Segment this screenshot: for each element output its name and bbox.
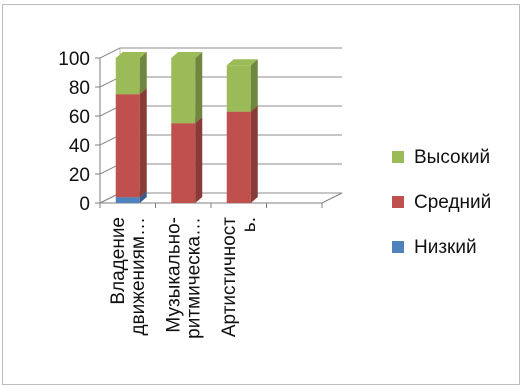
- gridline-100: [99, 47, 342, 59]
- y-tick-label: 60: [69, 107, 90, 128]
- bar-top: [226, 59, 258, 66]
- bar-Средний-2: [226, 105, 258, 203]
- legend-swatch: [392, 196, 404, 208]
- y-tick-label: 100: [58, 49, 90, 70]
- bar-front: [115, 58, 140, 95]
- y-tick-label: 80: [69, 78, 90, 99]
- x-axis-label-2: Артистичност ь.: [219, 217, 260, 337]
- x-axis-label-0: Владение движениям…: [108, 217, 149, 336]
- bar-Средний-1: [171, 117, 203, 203]
- chart-bars: [115, 52, 258, 203]
- bar-front: [171, 123, 196, 203]
- legend-swatch: [392, 241, 404, 253]
- legend-item-Высокий: Высокий: [392, 147, 490, 168]
- bar-front: [115, 94, 140, 198]
- x-axis-label-line: Артистичност: [219, 217, 240, 337]
- bar-side: [139, 88, 147, 198]
- bar-front: [226, 111, 251, 203]
- bar-Высокий-0: [115, 52, 147, 95]
- y-axis-ticks: 0 20 40 60 80 100: [58, 49, 100, 215]
- bar-top: [171, 52, 203, 58]
- legend-item-Средний: Средний: [392, 192, 491, 213]
- bar-side: [195, 117, 203, 203]
- x-axis-label-line: движениям…: [128, 217, 149, 336]
- bar-side: [250, 105, 258, 203]
- bar-front: [115, 197, 140, 203]
- bar-front: [171, 58, 196, 124]
- y-tick-label: 20: [69, 165, 90, 186]
- bar-side: [139, 52, 147, 95]
- bar-Высокий-1: [171, 52, 203, 124]
- x-axis-labels: Владение движениям… Музыкально-ритмическа……: [108, 217, 260, 339]
- x-axis-label-line: ь.: [239, 217, 260, 232]
- legend-item-Низкий: Низкий: [392, 237, 477, 258]
- legend-swatch: [392, 151, 404, 163]
- bar-top: [115, 52, 147, 58]
- chart-legend: Высокий Средний Низкий: [392, 147, 491, 258]
- x-axis-label-line: ритмическа…: [183, 217, 204, 339]
- legend-label: Низкий: [414, 237, 477, 258]
- legend-label: Средний: [414, 192, 491, 213]
- x-axis-label-line: Музыкально-: [163, 217, 184, 333]
- bar-side: [139, 191, 147, 203]
- y-tick-label: 40: [69, 136, 90, 157]
- legend-label: Высокий: [414, 147, 490, 168]
- bar-front: [226, 65, 251, 112]
- bar-side: [250, 59, 258, 112]
- x-axis-label-1: Музыкально-ритмическа…: [163, 217, 204, 339]
- bar-Высокий-2: [226, 59, 258, 112]
- y-tick-label: 0: [79, 194, 90, 215]
- x-axis-label-line: Владение: [108, 217, 129, 305]
- bar-side: [195, 52, 203, 124]
- bar-Средний-0: [115, 88, 147, 198]
